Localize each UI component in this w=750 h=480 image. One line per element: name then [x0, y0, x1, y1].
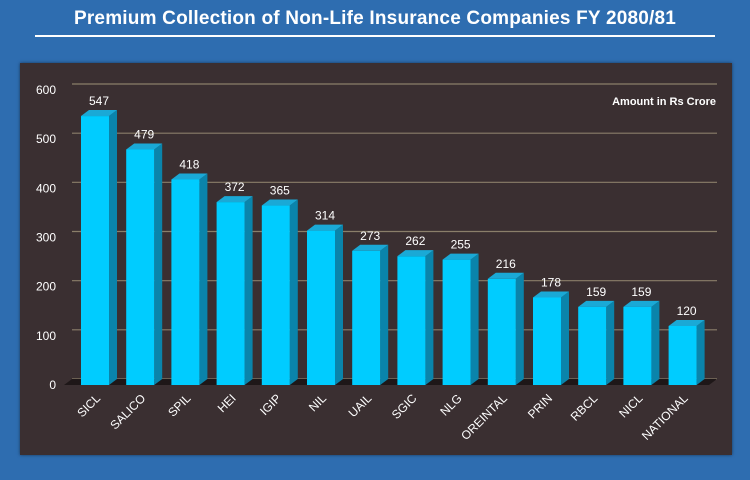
x-tick-label: IGIP — [257, 391, 284, 418]
bar-side — [561, 291, 569, 385]
x-tick-label: SALICO — [107, 391, 148, 432]
bar — [261, 205, 290, 385]
bar-side — [199, 173, 208, 385]
bar-side — [244, 196, 253, 385]
bar-top — [578, 300, 615, 307]
y-tick-label: 600 — [36, 83, 56, 97]
bar-top — [126, 143, 163, 150]
bar-side — [380, 244, 389, 385]
y-tick-label: 500 — [36, 132, 56, 146]
data-label: 262 — [405, 234, 425, 248]
data-label: 159 — [586, 285, 606, 299]
chart-panel: 0 100 200 300 400 500 600 547 SICL 479 SALICO 418 SP… — [20, 63, 732, 455]
chart-floor — [64, 379, 717, 385]
y-tick-label: 100 — [36, 329, 56, 343]
bar — [487, 278, 516, 385]
x-tick-label: RBCL — [568, 391, 601, 424]
y-tick-label: 0 — [49, 378, 56, 392]
x-tick-label: NLG — [437, 391, 464, 418]
bar-top — [397, 250, 434, 257]
x-tick-label: UAIL — [346, 391, 375, 420]
bar — [668, 326, 697, 385]
bar-top — [533, 291, 569, 298]
bar-top — [352, 244, 389, 251]
bar-side — [696, 320, 705, 385]
bar-side — [425, 250, 434, 385]
y-tick-label: 300 — [36, 231, 56, 245]
bar-top — [307, 224, 343, 231]
data-label: 547 — [89, 94, 109, 108]
x-tick-label: SGIC — [389, 391, 420, 422]
bar — [623, 306, 652, 385]
data-label: 314 — [315, 209, 335, 223]
bar-side — [470, 253, 479, 385]
x-tick-label: OREINTAL — [458, 391, 510, 443]
unit-annotation: Amount in Rs Crore — [612, 96, 716, 108]
y-tick-label: 200 — [36, 280, 56, 294]
data-label: 273 — [360, 229, 380, 243]
bar-top — [668, 320, 705, 326]
data-label: 365 — [270, 184, 290, 198]
bar-side — [154, 143, 163, 385]
y-tick-label: 400 — [36, 181, 56, 195]
bar-side — [651, 300, 660, 385]
x-tick-label: SICL — [74, 391, 103, 420]
data-label: 372 — [225, 180, 245, 194]
bar-top — [171, 173, 208, 180]
bar-top — [81, 110, 117, 117]
bar-chart: 0 100 200 300 400 500 600 547 SICL 479 SALICO 418 SP… — [36, 83, 717, 443]
bar-side — [515, 272, 524, 385]
data-label: 120 — [677, 304, 697, 318]
x-tick-label: SPIL — [165, 391, 194, 420]
bar — [352, 250, 381, 385]
data-label: 418 — [179, 157, 199, 171]
x-tick-label: HEI — [215, 391, 239, 415]
chart-title: Premium Collection of Non-Life Insurance… — [73, 8, 677, 29]
bar — [126, 149, 155, 385]
bar-top — [216, 196, 253, 203]
bar-side — [606, 300, 615, 385]
bar — [397, 256, 426, 385]
bar-side — [109, 110, 117, 385]
bar — [171, 179, 200, 385]
data-label: 159 — [631, 285, 651, 299]
bar — [81, 116, 109, 385]
data-label: 255 — [451, 238, 471, 252]
data-label: 216 — [496, 257, 516, 271]
bar — [442, 259, 471, 385]
bar-top — [442, 253, 479, 260]
bar — [533, 297, 561, 385]
bar-top — [487, 272, 524, 279]
data-label: 479 — [134, 127, 154, 141]
x-tick-label: NATIONAL — [639, 391, 691, 443]
bar — [307, 230, 335, 385]
x-tick-label: PRIN — [525, 391, 555, 421]
bar — [578, 306, 607, 385]
bar-side — [289, 199, 298, 385]
x-tick-label: NICL — [616, 391, 645, 420]
x-tick-label: NIL — [306, 391, 329, 414]
bar — [216, 202, 245, 385]
data-label: 178 — [541, 275, 561, 289]
title-underline — [35, 35, 715, 37]
bar-side — [335, 224, 343, 385]
bar-top — [623, 300, 660, 307]
bar-top — [261, 199, 298, 206]
